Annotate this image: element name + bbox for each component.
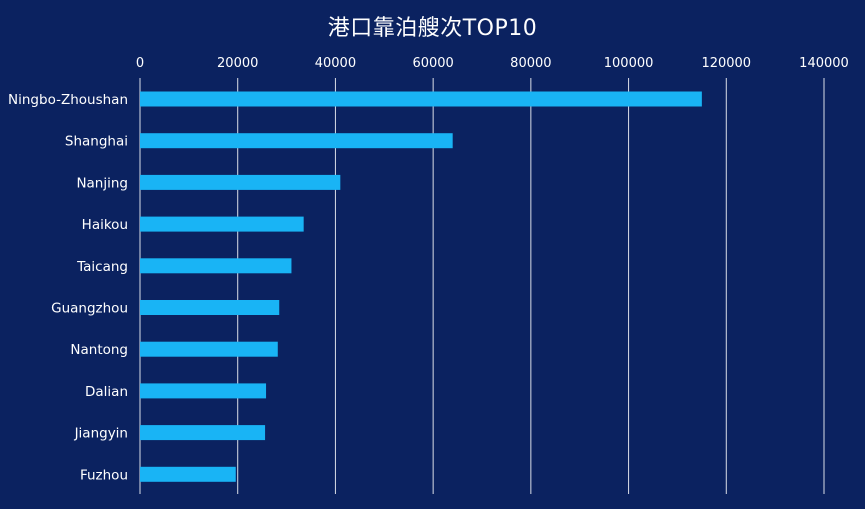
- bar: [140, 174, 341, 190]
- bar: [140, 258, 292, 274]
- bar: [140, 216, 304, 232]
- category-label: Shanghai: [65, 134, 128, 150]
- x-tick-label: 140000: [799, 56, 849, 71]
- category-label: Fuzhou: [80, 467, 128, 483]
- category-label: Guangzhou: [51, 301, 128, 317]
- category-label: Jiangyin: [74, 426, 128, 442]
- bar: [140, 466, 236, 482]
- bars: [140, 91, 702, 482]
- category-label: Haikou: [82, 217, 128, 233]
- category-label: Nanjing: [76, 175, 128, 191]
- category-label: Taicang: [76, 259, 128, 275]
- x-tick-label: 80000: [510, 56, 551, 71]
- bar: [140, 341, 278, 357]
- x-axis-tick-labels: 0 20000 40000 60000 80000 100000 120000 140000: [136, 56, 849, 71]
- chart-title: 港口靠泊艘次TOP10: [327, 16, 538, 41]
- category-label: Ningbo-Zhoushan: [8, 92, 128, 108]
- bar: [140, 91, 702, 107]
- x-tick-label: 40000: [315, 56, 356, 71]
- bar: [140, 300, 280, 315]
- category-label: Dalian: [85, 384, 128, 400]
- x-tick-label: 120000: [701, 56, 751, 71]
- category-label: Nantong: [70, 342, 128, 358]
- category-labels: Ningbo-Zhoushan Shanghai Nanjing Haikou Taic…: [8, 92, 128, 483]
- bar: [140, 425, 266, 441]
- x-tick-label: 60000: [412, 56, 453, 71]
- bar: [140, 133, 453, 149]
- x-tick-label: 100000: [604, 56, 654, 71]
- x-tick-label: 20000: [217, 56, 258, 71]
- bar: [140, 383, 267, 399]
- x-tick-label: 0: [136, 56, 144, 71]
